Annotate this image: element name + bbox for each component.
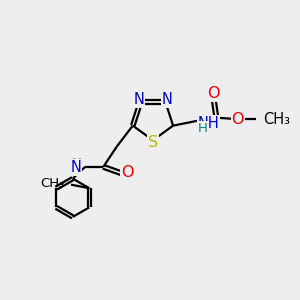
- Text: S: S: [148, 135, 158, 150]
- Text: NH: NH: [197, 116, 219, 131]
- Text: CH₃: CH₃: [263, 112, 290, 127]
- Text: O: O: [207, 86, 220, 101]
- Text: H: H: [197, 122, 207, 135]
- Text: N: N: [71, 160, 82, 175]
- Text: O: O: [121, 165, 133, 180]
- Text: H: H: [72, 157, 82, 170]
- Text: CH₃: CH₃: [40, 177, 64, 190]
- Text: N: N: [161, 92, 172, 107]
- Text: O: O: [231, 112, 244, 127]
- Text: N: N: [134, 92, 144, 107]
